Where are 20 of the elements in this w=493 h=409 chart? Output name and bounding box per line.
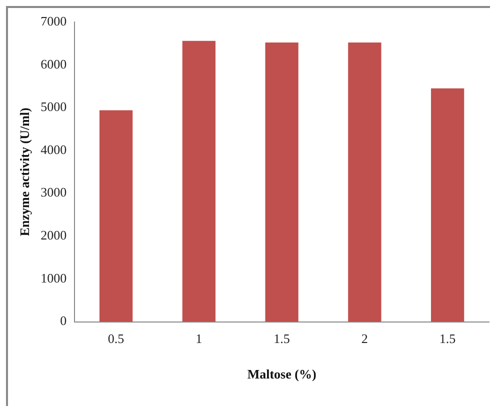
x-tick-label: 1.5	[439, 331, 456, 346]
y-tick-label: 4000	[40, 142, 67, 157]
x-tick-label: 1	[196, 331, 202, 346]
y-tick-label: 3000	[40, 184, 67, 200]
y-tick-label: 0	[60, 313, 67, 328]
x-tick-label: 0.5	[108, 331, 124, 346]
x-axis-title: Maltose (%)	[247, 366, 316, 382]
bar	[348, 42, 382, 322]
bar	[99, 110, 133, 322]
y-tick-label: 2000	[40, 228, 67, 243]
y-tick-label: 6000	[40, 56, 67, 72]
y-tick-label: 7000	[40, 13, 67, 28]
y-tick-label: 5000	[40, 99, 67, 114]
bar	[430, 88, 464, 322]
bar	[182, 40, 216, 322]
y-tick-label: 1000	[40, 270, 67, 286]
y-axis-title: Enzyme activity (U/ml)	[17, 108, 32, 236]
x-tick-label: 2	[361, 331, 368, 346]
bar	[265, 42, 298, 322]
x-tick-label: 1.5	[274, 331, 290, 346]
